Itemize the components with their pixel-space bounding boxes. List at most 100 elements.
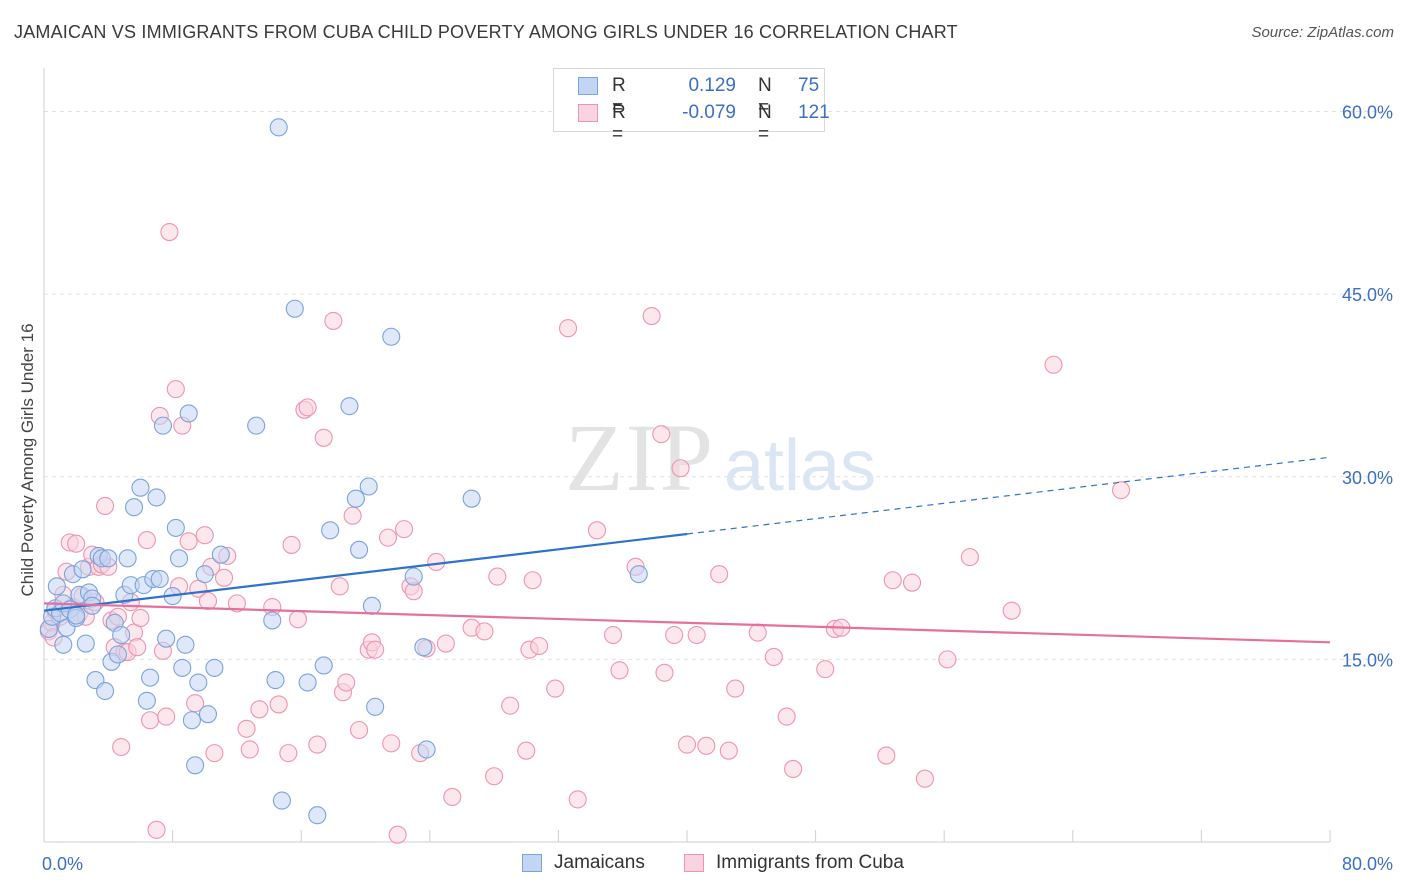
y-tick-label: 30.0%: [1342, 468, 1393, 488]
jamaicans-point: [346, 489, 365, 508]
jamaicans-point: [350, 540, 369, 559]
jamaicans-point: [362, 596, 381, 615]
cuba-point: [475, 622, 494, 641]
y-axis-label: Child Poverty Among Girls Under 16: [18, 323, 37, 597]
jamaicans-point: [179, 404, 198, 423]
cuba-point: [1111, 481, 1131, 500]
cuba-point: [179, 532, 198, 551]
cuba-point: [205, 744, 224, 763]
jamaicans-point: [414, 638, 433, 657]
cuba-point: [488, 567, 507, 586]
jamaicans-point: [118, 549, 137, 568]
jamaicans-point: [173, 658, 192, 677]
jamaicans-point: [314, 656, 333, 675]
jamaicans-point: [108, 645, 127, 664]
jamaicans-point: [340, 397, 359, 416]
jamaicans-point: [99, 549, 118, 568]
cuba-point: [298, 398, 317, 417]
legend-r-label: R =: [612, 75, 626, 118]
cuba-point: [366, 640, 385, 659]
cuba-point: [137, 531, 156, 550]
jamaicans-point: [205, 658, 224, 677]
legend-n-value: 75: [798, 75, 820, 96]
y-tick-label: 45.0%: [1342, 285, 1393, 305]
cuba-point: [160, 223, 179, 242]
cuba-point: [902, 573, 922, 592]
jamaicans-point: [76, 634, 95, 653]
jamaicans-point: [189, 673, 208, 692]
bottom-legend-label-jamaicans: Jamaicans: [554, 852, 645, 873]
cuba-point: [523, 571, 542, 590]
cuba-point: [337, 673, 356, 692]
cuba-point: [443, 787, 462, 807]
jamaicans-point: [195, 565, 214, 584]
jamaicans-point: [150, 569, 169, 589]
cuba-point: [282, 535, 301, 554]
watermark-zip: ZIP: [565, 404, 715, 511]
cuba-point: [671, 459, 690, 478]
jamaicans-point: [629, 565, 648, 584]
cuba-point: [186, 694, 205, 713]
jamaicans-point: [269, 118, 288, 137]
grid-lines: [44, 111, 1392, 660]
cuba-point: [314, 428, 333, 447]
cuba-point: [330, 577, 349, 596]
jamaicans-point: [211, 545, 230, 564]
jamaicans-point: [147, 488, 166, 507]
cuba-point: [677, 735, 697, 754]
cuba-point: [604, 625, 623, 645]
jamaicans-point: [176, 635, 195, 654]
legend-swatch-cuba: [578, 104, 598, 122]
legend-r-value: -0.079: [682, 102, 736, 123]
cuba-point: [157, 707, 176, 726]
bottom-legend-swatch-cuba: [684, 854, 704, 872]
cuba-point: [147, 820, 166, 839]
trend-lines: [43, 456, 1331, 644]
legend-r-label: R =: [612, 102, 626, 145]
legend-n-label: N =: [758, 75, 772, 118]
cuba-point: [382, 734, 401, 753]
cuba-point: [655, 663, 674, 682]
cuba-point: [378, 528, 398, 547]
cuba-point: [665, 625, 684, 645]
cuba-point: [195, 526, 214, 545]
series-cuba-points: [39, 223, 1131, 844]
cuba-point: [501, 696, 520, 715]
cuba-point: [726, 679, 745, 698]
jamaicans-point: [382, 327, 401, 346]
cuba-point: [112, 737, 131, 757]
jamaicans-point: [272, 791, 291, 810]
jamaicans-point: [247, 416, 266, 435]
jamaicans-point: [404, 567, 423, 586]
jamaicans-point: [166, 518, 185, 537]
cuba-point: [877, 746, 896, 765]
cuba-point: [166, 380, 185, 399]
cuba-point: [436, 634, 455, 653]
legend-n-value: 121: [798, 102, 830, 123]
jamaicans-point: [124, 498, 144, 517]
chart-title: JAMAICAN VS IMMIGRANTS FROM CUBA CHILD P…: [14, 22, 958, 42]
jamaicans-trend-line: [43, 532, 688, 612]
jamaicans-point: [263, 611, 282, 630]
cuba-point: [227, 594, 246, 613]
cuba-point: [96, 496, 115, 516]
cuba-point: [1044, 355, 1063, 374]
cuba-trend-line: [43, 602, 1331, 644]
cuba-point: [816, 660, 835, 679]
jamaicans-point: [308, 806, 327, 825]
jamaicans-point: [186, 756, 205, 775]
jamaicans-point: [73, 560, 92, 579]
cuba-point: [719, 741, 738, 760]
cuba-point: [610, 661, 629, 680]
axes: [43, 68, 1331, 843]
jamaicans-point: [198, 705, 218, 724]
jamaicans-point: [153, 416, 173, 435]
cuba-point: [938, 650, 957, 669]
jamaicans-point: [321, 521, 340, 540]
cuba-point: [697, 736, 716, 755]
cuba-point: [427, 552, 446, 572]
cuba-point: [915, 769, 934, 788]
watermark: ZIP atlas: [565, 404, 876, 511]
cuba-point: [568, 790, 587, 809]
